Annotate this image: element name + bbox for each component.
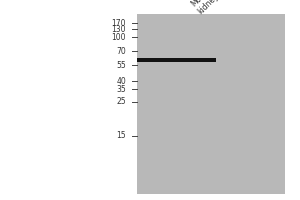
Bar bbox=[136, 14, 285, 194]
Text: Mouse
kidney: Mouse kidney bbox=[189, 0, 221, 16]
Text: 170: 170 bbox=[112, 19, 126, 27]
Bar bbox=[137, 58, 216, 62]
Text: 130: 130 bbox=[112, 24, 126, 33]
Text: 35: 35 bbox=[116, 85, 126, 94]
Text: 15: 15 bbox=[116, 132, 126, 140]
Text: 70: 70 bbox=[116, 46, 126, 55]
Text: 55: 55 bbox=[116, 60, 126, 70]
Text: 100: 100 bbox=[112, 32, 126, 42]
Text: 40: 40 bbox=[116, 76, 126, 86]
Text: 25: 25 bbox=[116, 98, 126, 106]
